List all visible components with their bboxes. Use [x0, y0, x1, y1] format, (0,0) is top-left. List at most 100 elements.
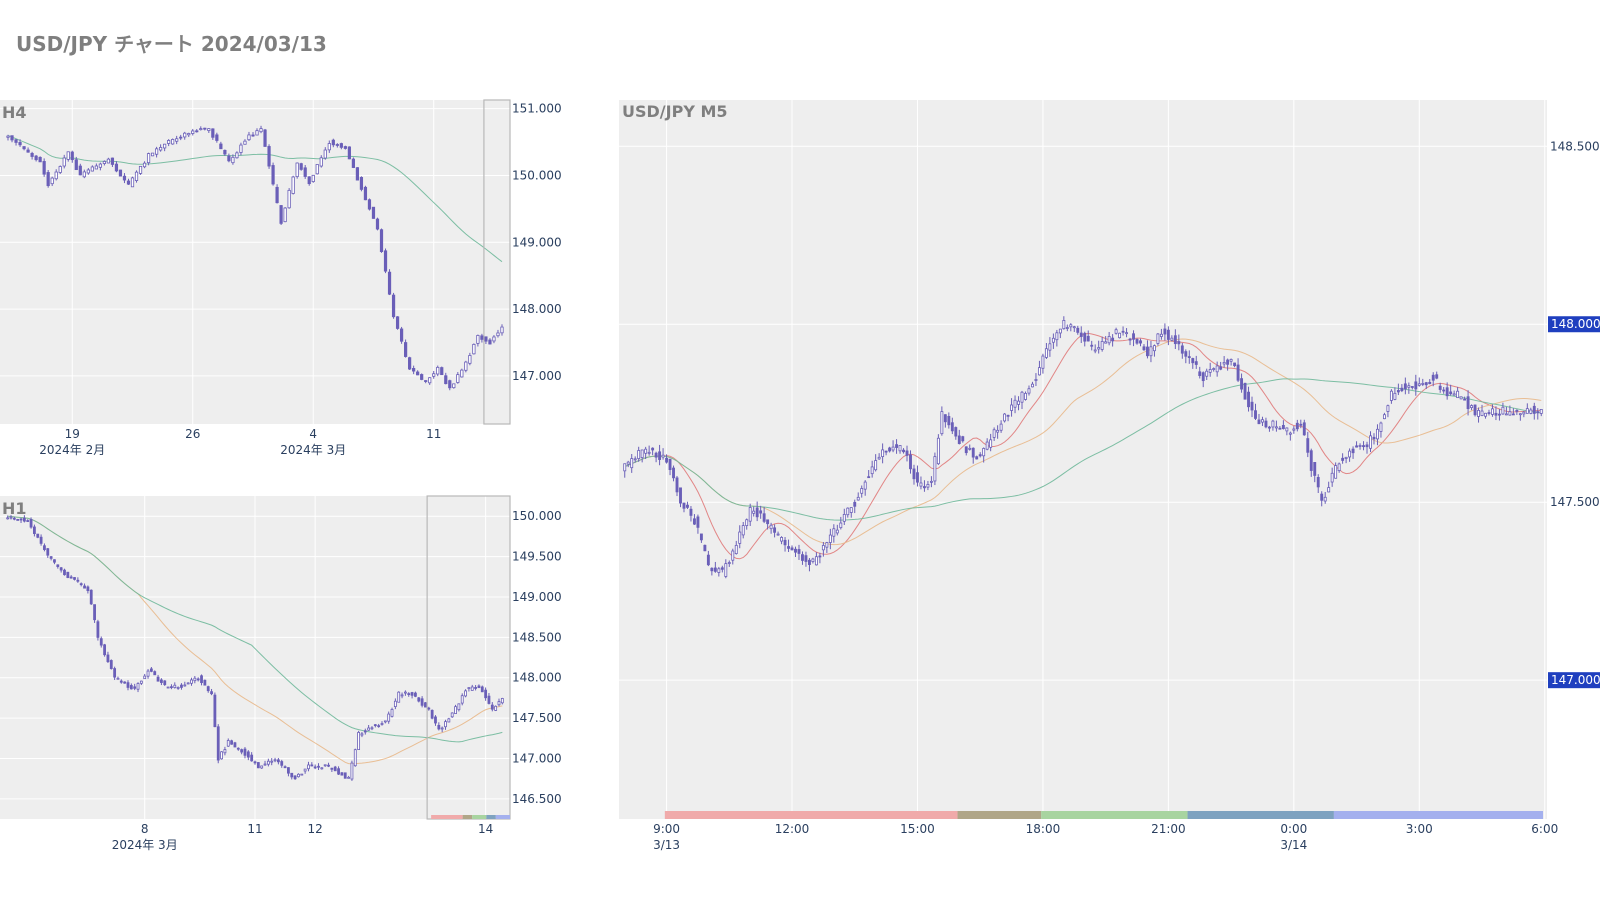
h4-candle [363, 185, 368, 201]
h4-x-tick-label: 11 [426, 427, 441, 441]
m5-candle [790, 545, 794, 551]
m5-candle [1267, 425, 1271, 432]
m5-candle [1484, 412, 1487, 419]
h1-candle [126, 680, 130, 691]
h4-x-tick-sublabel: 2024年 3月 [280, 443, 346, 457]
h4-candle [247, 131, 251, 141]
m5-candle [1480, 404, 1484, 417]
m5-candle [1504, 406, 1508, 416]
h4-candle [215, 132, 219, 143]
m5-candle [1031, 381, 1034, 388]
h1-candle [347, 775, 350, 779]
m5-candle [1013, 395, 1017, 414]
m5-candle [1330, 467, 1334, 487]
h1-candle [109, 659, 113, 670]
h4-x-tick-label: 4 [309, 427, 317, 441]
m5-candle [1177, 334, 1181, 351]
h1-candle [467, 687, 471, 692]
m5-candle [1536, 408, 1540, 420]
h4-candle [283, 207, 287, 223]
h4-candle [183, 131, 187, 140]
m5-candle [1166, 326, 1170, 346]
m5-candle [828, 528, 832, 550]
m5-candle [762, 506, 766, 524]
h4-candle [347, 146, 351, 160]
h4-candle [436, 365, 440, 377]
m5-candle [706, 550, 710, 567]
m5-candle [1403, 377, 1407, 395]
h4-candle [179, 134, 183, 141]
h4-candle [488, 338, 492, 345]
h4-candle [211, 128, 215, 140]
m5-candle [689, 506, 693, 522]
m5-candle [675, 475, 679, 497]
h1-candle [434, 715, 437, 726]
m5-candle [902, 448, 905, 454]
m5-candle [1104, 336, 1108, 344]
m5-candle [1424, 381, 1428, 389]
h1-candle [287, 767, 290, 777]
h1-candle [210, 688, 213, 696]
m5-candle [1529, 407, 1533, 415]
m5-candle [1236, 358, 1240, 383]
h1-candle [454, 704, 457, 714]
h1-candle [53, 559, 56, 565]
h4-candle [432, 370, 436, 379]
h4-candle [315, 164, 319, 175]
h4-candle [90, 165, 94, 172]
h1-candle [246, 750, 250, 761]
m5-candle [1152, 344, 1156, 357]
h1-candle [63, 568, 66, 576]
h1-candle [33, 524, 36, 537]
h1-candle [36, 533, 40, 539]
h1-candle [387, 711, 391, 724]
h1-candle [270, 758, 274, 766]
h4-candle [251, 132, 255, 137]
h1-candle [240, 748, 244, 755]
h1-session-bar [431, 815, 463, 819]
m5-candle [1044, 343, 1048, 360]
h4-candle [74, 156, 78, 171]
m5-price-badge [1548, 316, 1600, 333]
m5-candle [734, 540, 738, 555]
h4-y-tick-label: 151.000 [512, 102, 562, 116]
h4-candle [383, 248, 388, 274]
m5-candle [940, 406, 944, 436]
m5-candle [1128, 337, 1132, 346]
m5-candle [766, 519, 770, 530]
h1-candle [367, 725, 371, 731]
m5-session-bar [664, 811, 958, 819]
m5-candle [1274, 420, 1278, 432]
m5-candle [1114, 327, 1118, 335]
h1-x-tick-label: 11 [247, 822, 262, 836]
m5-session-bar [1333, 811, 1543, 819]
m5-session-bar [1187, 811, 1334, 819]
h1-session-bar [472, 815, 487, 819]
m5-x-tick-label: 15:00 [900, 822, 935, 836]
h4-candle [259, 125, 263, 134]
h1-candle [106, 651, 110, 663]
h1-candle [6, 515, 10, 520]
m5-candle [1111, 334, 1115, 347]
h1-candle [156, 674, 160, 682]
h4-candle [391, 292, 396, 319]
h4-candle [295, 162, 299, 179]
h4-candle [299, 162, 303, 171]
m5-candle [672, 465, 675, 482]
m5-candle [1285, 427, 1289, 436]
h1-candle [203, 679, 207, 686]
h1-candle [417, 696, 421, 703]
h1-candle [280, 759, 284, 768]
m5-candle [1100, 336, 1104, 352]
m5-candle [780, 536, 784, 545]
h4-candle [98, 162, 102, 171]
m5-candle [909, 450, 912, 474]
h1-candle [166, 686, 170, 689]
m5-candle [1121, 326, 1125, 336]
m5-candle [985, 438, 989, 451]
h4-candle [424, 380, 428, 384]
h1-candle [103, 643, 106, 657]
h1-candle [200, 674, 203, 686]
m5-candle [1511, 408, 1515, 416]
h1-candle [226, 738, 230, 747]
